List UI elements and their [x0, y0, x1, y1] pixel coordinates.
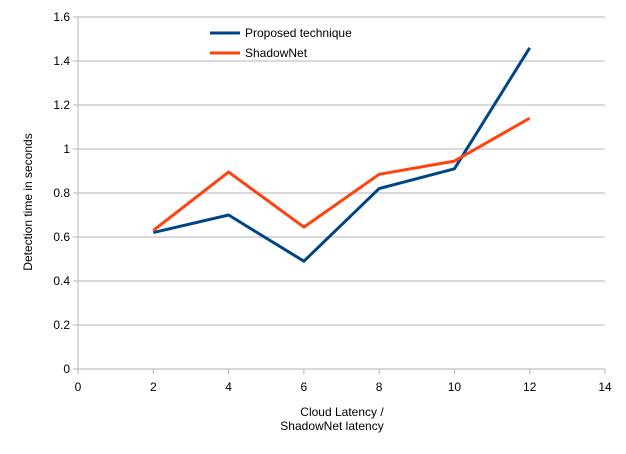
x-axis-title-line-1: Cloud Latency /	[300, 405, 384, 419]
y-tick-label: 0.2	[53, 318, 70, 332]
y-tick-label: 1.4	[53, 54, 70, 68]
legend-label-proposed-technique: Proposed technique	[245, 26, 352, 40]
series-lines	[152, 47, 531, 263]
legend: Proposed technique ShadowNet	[210, 26, 352, 60]
y-axis-title: Detection time in seconds	[21, 133, 35, 270]
y-tick-label: 1	[63, 142, 70, 156]
x-tick-labels: 0 2 4 6 8 10 12 14	[75, 380, 612, 394]
y-tick-label: 1.6	[53, 10, 70, 24]
x-tick-label: 10	[448, 380, 462, 394]
x-tick-label: 6	[301, 380, 308, 394]
series-line-shadownet	[152, 116, 531, 232]
legend-label-shadownet: ShadowNet	[245, 46, 308, 60]
grid-lines	[73, 16, 605, 370]
y-tick-label: 0.6	[53, 230, 70, 244]
y-tick-label: 0.8	[53, 186, 70, 200]
x-axis-title-line-2: ShadowNet latency	[280, 419, 383, 433]
y-tick-label: 0	[63, 362, 70, 376]
axes	[77, 17, 606, 374]
y-tick-label: 1.2	[53, 98, 70, 112]
series-line-proposed-technique	[152, 47, 531, 263]
x-tick-label: 4	[225, 380, 232, 394]
x-tick-label: 14	[598, 380, 612, 394]
y-tick-label: 0.4	[53, 274, 70, 288]
y-tick-labels: 0 0.2 0.4 0.6 0.8 1 1.2 1.4 1.6	[53, 10, 70, 376]
x-tick-label: 2	[150, 380, 157, 394]
x-tick-label: 8	[376, 380, 383, 394]
x-tick-label: 0	[75, 380, 82, 394]
x-tick-label: 12	[523, 380, 537, 394]
